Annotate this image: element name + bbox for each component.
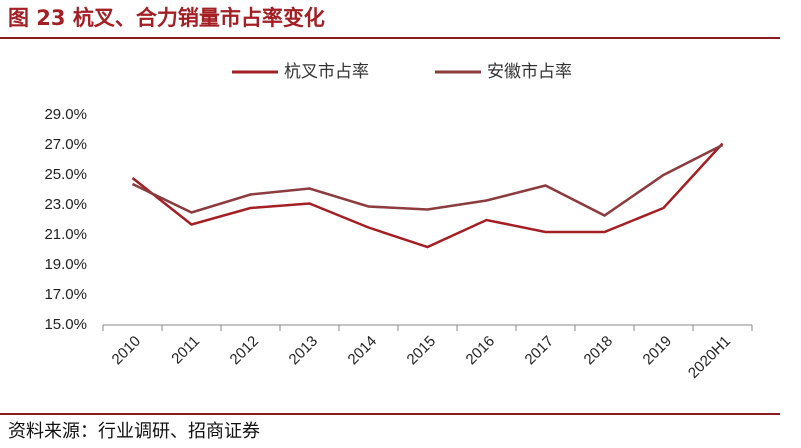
y-tick-label: 21.0%: [44, 226, 87, 243]
y-tick-label: 29.0%: [44, 106, 87, 123]
y-tick-label: 27.0%: [44, 136, 87, 153]
x-tick-label: 2020H1: [685, 333, 734, 382]
y-tick-label: 17.0%: [44, 286, 87, 303]
source-note: 资料来源：行业调研、招商证券: [8, 421, 260, 442]
x-tick-label: 2019: [640, 333, 676, 369]
y-tick-label: 25.0%: [44, 166, 87, 183]
legend-label: 安徽市占率: [487, 62, 572, 82]
y-tick-label: 19.0%: [44, 256, 87, 273]
x-tick-label: 2014: [345, 333, 381, 369]
x-tick-label: 2011: [168, 333, 203, 368]
y-tick-label: 15.0%: [44, 316, 87, 333]
legend-label: 杭叉市占率: [284, 62, 369, 82]
x-tick-label: 2012: [227, 333, 263, 369]
x-tick-label: 2017: [522, 333, 558, 369]
x-tick-label: 2016: [463, 333, 499, 369]
x-tick-label: 2013: [286, 333, 322, 369]
x-tick-label: 2015: [404, 333, 440, 369]
series-line: [131, 143, 724, 217]
x-tick-label: 2010: [109, 333, 145, 369]
series-line: [131, 142, 724, 249]
chart-title: 图 23 杭叉、合力销量市占率变化: [8, 6, 325, 30]
y-tick-label: 23.0%: [44, 196, 87, 213]
x-tick-label: 2018: [581, 333, 617, 369]
